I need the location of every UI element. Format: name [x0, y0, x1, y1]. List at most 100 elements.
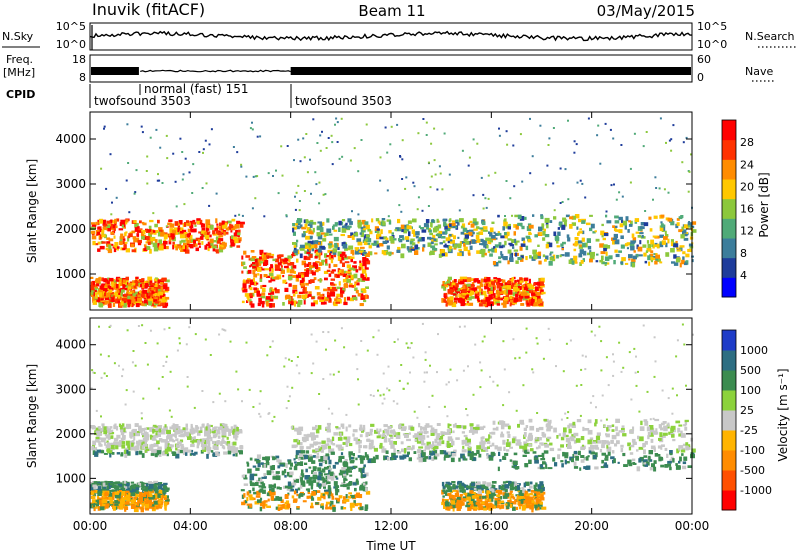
power-scatter-cell	[144, 246, 148, 250]
power-scatter-cell	[146, 155, 149, 158]
velocity-scatter-cell	[564, 455, 569, 459]
velocity-scatter-cell	[183, 428, 186, 433]
power-scatter-cell	[549, 253, 552, 256]
velocity-scatter-cell	[107, 448, 112, 454]
power-scatter-cell	[482, 207, 485, 210]
power-scatter	[90, 117, 697, 308]
power-scatter-cell	[95, 243, 99, 246]
velocity-scatter-cell	[685, 445, 689, 451]
velocity-scatter-cell	[433, 455, 438, 460]
velocity-scatter-cell	[343, 499, 347, 503]
power-scatter-cell	[687, 222, 692, 227]
velocity-scatter-cell	[457, 485, 460, 488]
power-scatter-cell	[375, 218, 380, 222]
velocity-scatter-cell	[97, 506, 101, 511]
power-scatter-cell	[485, 301, 490, 305]
velocity-scatter-cell	[480, 501, 485, 505]
power-scatter-cell	[673, 262, 679, 266]
power-scatter-cell	[365, 234, 370, 238]
power-scatter-cell	[215, 218, 218, 224]
power-scatter-cell	[344, 261, 350, 264]
velocity-scatter-cell	[184, 447, 189, 450]
power-scatter-cell	[442, 218, 447, 222]
power-scatter-cell	[461, 223, 466, 228]
velocity-scatter-cell	[143, 434, 146, 438]
velocity-scatter-cell	[678, 424, 683, 427]
velocity-scatter-cell	[482, 440, 486, 445]
power-scatter-cell	[111, 283, 114, 288]
power-scatter-cell	[177, 245, 182, 249]
velocity-scatter-cell	[418, 446, 424, 449]
power-colorbar-swatch	[722, 159, 736, 180]
power-scatter-cell	[402, 237, 405, 241]
power-scatter-cell	[500, 235, 505, 239]
power-scatter-cell	[118, 282, 123, 287]
power-scatter-cell	[542, 231, 546, 236]
power-scatter-cell	[337, 247, 340, 250]
power-scatter-cell	[292, 227, 295, 233]
power-scatter-cell	[573, 248, 577, 252]
power-scatter-cell	[604, 122, 607, 125]
power-scatter-cell	[313, 300, 318, 305]
power-scatter-cell	[493, 293, 496, 298]
power-scatter-cell	[266, 252, 272, 256]
velocity-scatter-cell	[128, 440, 132, 446]
velocity-scatter-cell	[478, 453, 482, 458]
power-scatter-cell	[540, 215, 544, 220]
power-scatter-cell	[160, 232, 164, 237]
power-scatter-cell	[330, 258, 334, 264]
power-scatter-cell	[498, 242, 502, 247]
power-scatter-cell	[493, 302, 497, 305]
velocity-scatter-cell	[344, 459, 348, 462]
velocity-scatter-cell	[153, 493, 159, 497]
velocity-scatter-cell	[148, 502, 153, 506]
velocity-scatter-cell	[407, 451, 410, 455]
power-scatter-cell	[374, 229, 377, 233]
power-scatter-cell	[276, 255, 281, 258]
velocity-scatter-cell	[512, 506, 516, 511]
power-scatter-cell	[250, 257, 256, 262]
power-scatter-cell	[589, 227, 593, 232]
power-scatter-cell	[263, 254, 267, 259]
velocity-scatter-cell	[224, 426, 229, 429]
power-scatter-cell	[254, 197, 257, 200]
velocity-scatter-cell	[362, 424, 366, 430]
velocity-scatter-cell	[538, 437, 542, 441]
power-scatter-cell	[476, 232, 480, 235]
power-scatter-cell	[333, 252, 337, 258]
power-scatter-cell	[449, 223, 452, 227]
power-scatter-cell	[213, 240, 217, 243]
velocity-scatter-cell	[486, 482, 492, 487]
power-scatter-cell	[119, 240, 123, 245]
power-scatter-cell	[250, 250, 255, 253]
power-scatter-cell	[157, 243, 160, 248]
power-scatter-cell	[397, 218, 401, 224]
power-scatter-cell	[391, 232, 394, 235]
power-scatter-cell	[108, 299, 114, 302]
power-scatter-cell	[545, 244, 549, 249]
power-scatter-cell	[429, 250, 435, 255]
power-scatter-cell	[659, 261, 663, 264]
velocity-scatter-cell	[115, 445, 119, 450]
power-scatter-cell	[292, 300, 297, 304]
power-scatter-cell	[135, 300, 140, 305]
power-scatter-cell	[317, 248, 322, 253]
power-scatter-cell	[157, 288, 162, 292]
power-scatter-cell	[682, 256, 685, 261]
power-scatter-cell	[190, 229, 196, 233]
power-scatter-cell	[494, 233, 499, 236]
power-scatter-cell	[535, 286, 539, 292]
power-scatter-cell	[541, 223, 545, 227]
power-scatter-cell	[431, 219, 434, 223]
velocity-scatter-cell	[246, 491, 250, 496]
power-scatter-cell	[443, 221, 447, 227]
velocity-scatter-cell	[178, 434, 182, 437]
velocity-scatter-cell	[644, 441, 648, 445]
velocity-scatter-cell	[463, 492, 468, 496]
velocity-scatter-cell	[316, 482, 320, 487]
velocity-scatter-cell	[251, 497, 256, 501]
power-scatter-cell	[649, 254, 654, 257]
power-scatter-cell	[379, 156, 382, 159]
velocity-scatter-cell	[286, 471, 292, 477]
power-scatter-cell	[429, 232, 433, 236]
